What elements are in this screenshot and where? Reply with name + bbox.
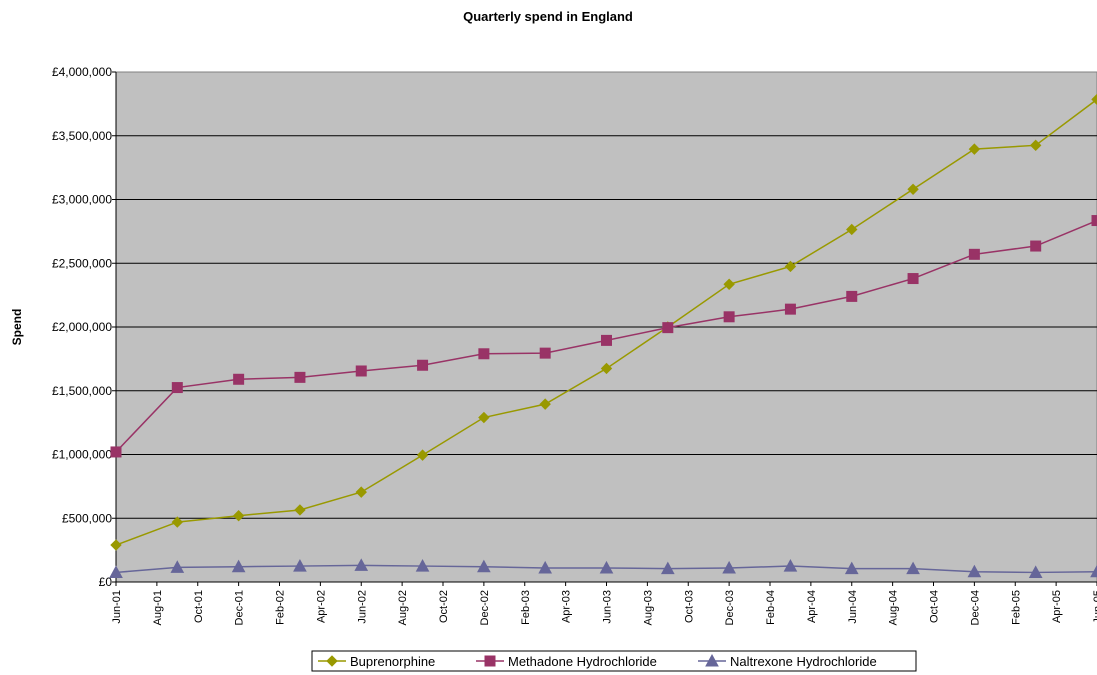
data-point — [479, 349, 489, 359]
data-point — [602, 335, 612, 345]
x-tick-label: Oct-04 — [929, 590, 941, 623]
y-tick-label: £4,000,000 — [52, 65, 112, 79]
data-point — [234, 374, 244, 384]
x-tick-label: Feb-02 — [275, 590, 287, 625]
y-tick-label: £500,000 — [62, 511, 112, 525]
x-tick-label: Jun-04 — [847, 590, 859, 624]
x-tick-label: Oct-03 — [683, 590, 695, 623]
data-point — [724, 312, 734, 322]
x-tick-label: Aug-02 — [397, 590, 409, 625]
legend-label: Naltrexone Hydrochloride — [730, 654, 877, 669]
y-tick-label: £1,000,000 — [52, 448, 112, 462]
legend-label: Methadone Hydrochloride — [508, 654, 657, 669]
y-tick-label: £2,000,000 — [52, 320, 112, 334]
x-tick-label: Dec-01 — [234, 590, 246, 625]
x-axis-ticks: Jun-01 Aug-01 Oct-01 Dec-01 Feb-02 Apr-02 Jun-… — [111, 582, 1097, 625]
legend-label: Buprenorphine — [350, 654, 435, 669]
x-tick-label: Apr-03 — [561, 590, 573, 623]
x-tick-label: Apr-05 — [1051, 590, 1063, 623]
x-tick-label: Aug-04 — [888, 590, 900, 625]
x-tick-label: Jun-01 — [111, 590, 123, 624]
legend: Buprenorphine Methadone Hydrochloride Nalt… — [312, 651, 916, 671]
data-point — [295, 372, 305, 382]
y-tick-label: £3,500,000 — [52, 129, 112, 143]
x-tick-label: Aug-03 — [642, 590, 654, 625]
data-point — [785, 304, 795, 314]
y-tick-label: £2,500,000 — [52, 256, 112, 270]
data-point — [908, 274, 918, 284]
x-tick-label: Jun-05 — [1092, 590, 1097, 624]
x-tick-label: Oct-01 — [193, 590, 205, 623]
x-tick-label: Dec-02 — [479, 590, 491, 625]
data-point — [1031, 241, 1041, 251]
data-point — [172, 383, 182, 393]
y-axis-label: Spend — [10, 309, 24, 346]
x-tick-label: Aug-01 — [152, 590, 164, 625]
data-point — [111, 447, 121, 457]
data-point — [847, 291, 857, 301]
data-point — [540, 348, 550, 358]
y-tick-label: £1,500,000 — [52, 384, 112, 398]
data-point — [969, 249, 979, 259]
x-tick-label: Feb-03 — [520, 590, 532, 625]
data-point — [1092, 216, 1097, 226]
x-tick-label: Dec-04 — [969, 590, 981, 625]
legend-marker — [485, 656, 495, 666]
x-tick-label: Feb-05 — [1010, 590, 1022, 625]
chart-title: Quarterly spend in England — [463, 9, 633, 24]
x-tick-label: Apr-02 — [315, 590, 327, 623]
x-tick-label: Jun-02 — [356, 590, 368, 624]
data-point — [663, 323, 673, 333]
data-point — [356, 366, 366, 376]
y-axis-ticks: £0 £500,000 £1,000,000 £1,500,000 £2,000,000… — [52, 65, 116, 589]
x-tick-label: Jun-03 — [602, 590, 614, 624]
x-tick-label: Apr-04 — [806, 590, 818, 623]
y-tick-label: £3,000,000 — [52, 193, 112, 207]
x-tick-label: Oct-02 — [438, 590, 450, 623]
x-tick-label: Feb-04 — [765, 590, 777, 625]
data-point — [418, 360, 428, 370]
x-tick-label: Dec-03 — [724, 590, 736, 625]
